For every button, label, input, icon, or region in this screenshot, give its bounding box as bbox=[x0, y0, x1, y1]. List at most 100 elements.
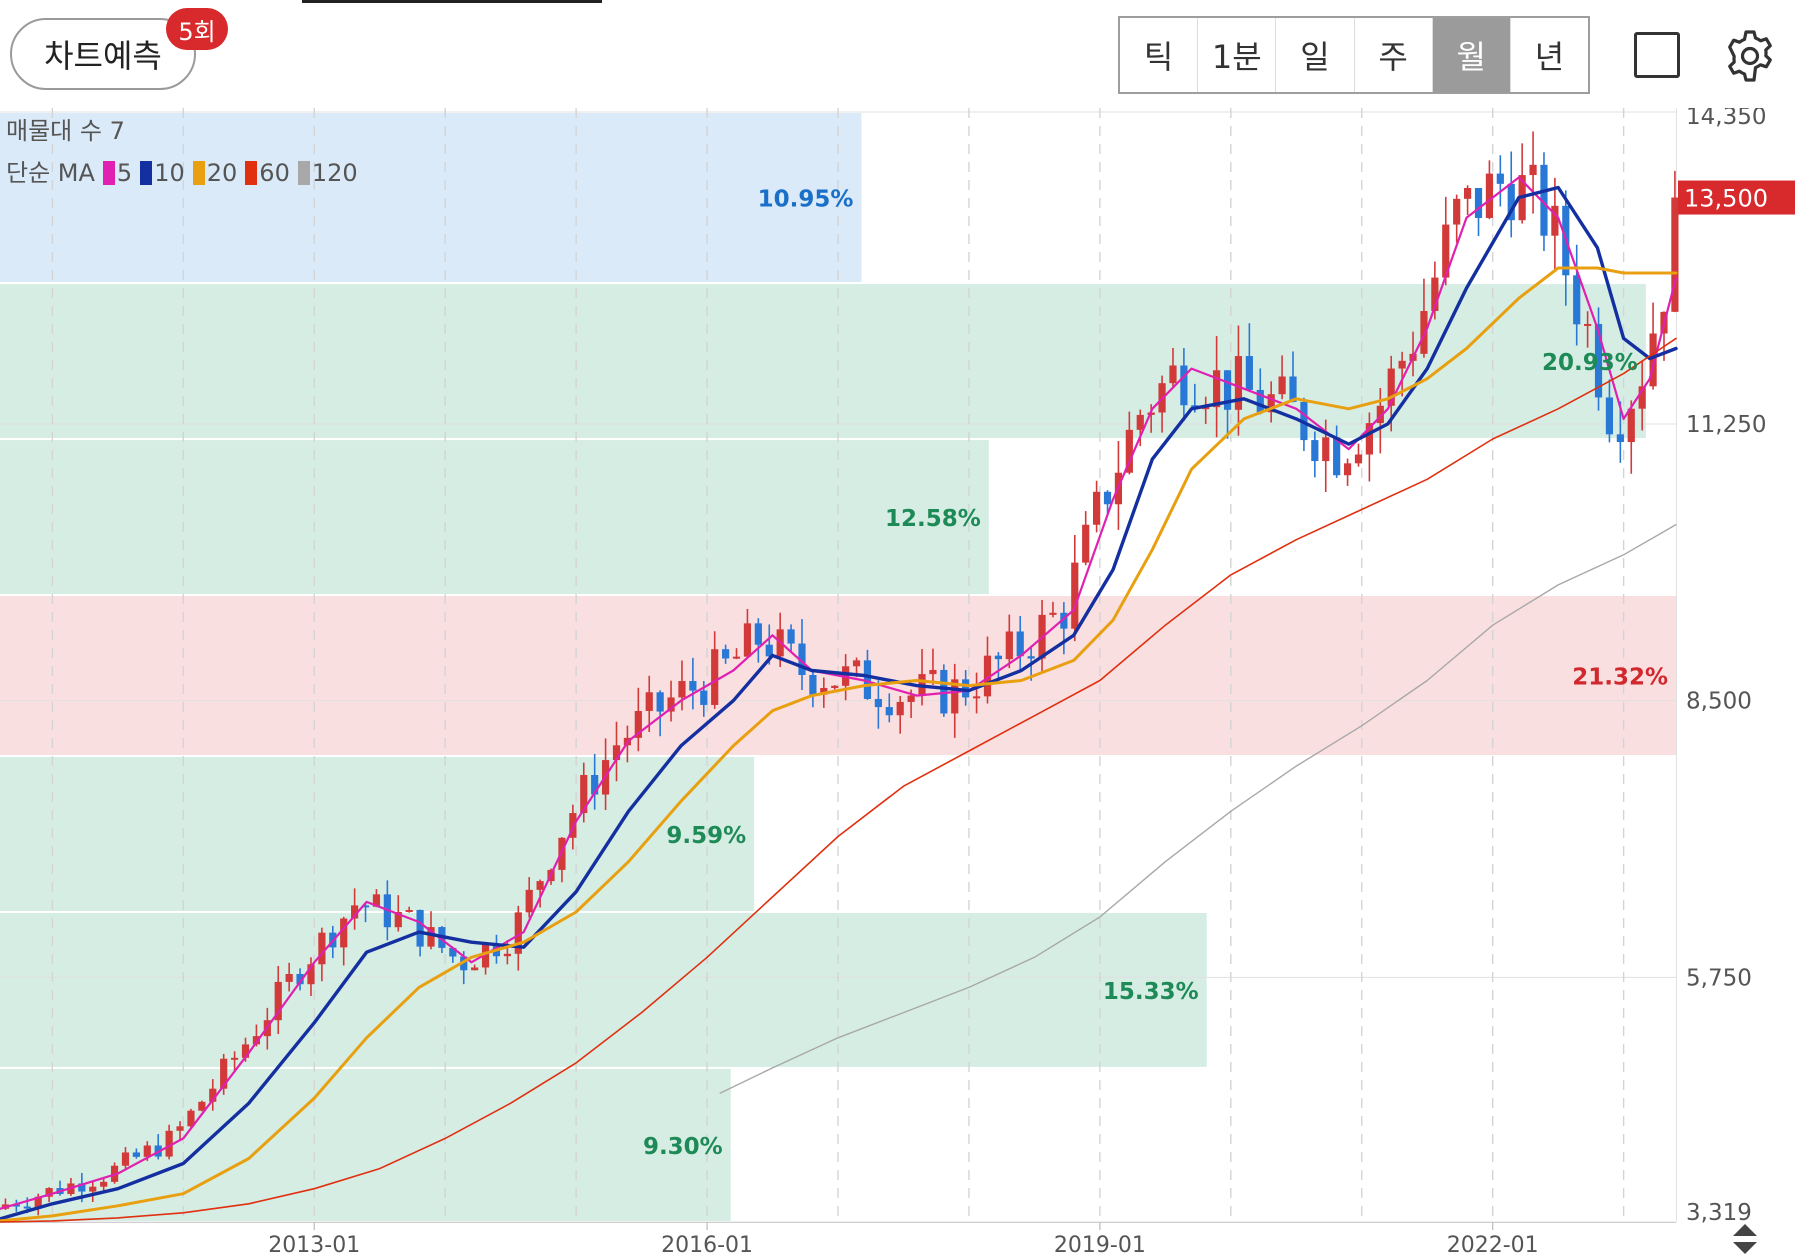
candle-107 bbox=[1169, 365, 1177, 384]
volume-band-1 bbox=[0, 912, 1207, 1067]
candle-76 bbox=[831, 685, 839, 688]
ma-120-swatch bbox=[297, 161, 310, 185]
candle-81 bbox=[885, 707, 893, 716]
y-tick-label-0: 14,350 bbox=[1686, 108, 1766, 130]
ma-120-line bbox=[719, 523, 1677, 1094]
candle-88 bbox=[962, 679, 970, 698]
candle-15 bbox=[165, 1130, 173, 1157]
fullscreen-square-icon[interactable] bbox=[1634, 32, 1680, 78]
candle-41 bbox=[449, 947, 457, 957]
candle-100 bbox=[1093, 491, 1101, 525]
candle-123 bbox=[1343, 463, 1352, 476]
candle-131 bbox=[1431, 277, 1439, 312]
candle-125 bbox=[1365, 423, 1373, 455]
candle-12 bbox=[132, 1152, 140, 1157]
candle-147 bbox=[1605, 397, 1614, 435]
y-tick-label-4: 3,319 bbox=[1686, 1200, 1752, 1226]
candle-78 bbox=[852, 660, 861, 667]
candle-1 bbox=[12, 1204, 20, 1207]
candle-49 bbox=[536, 881, 544, 890]
volume-band-label-5: 20.93% bbox=[1542, 350, 1638, 376]
candle-38 bbox=[416, 909, 424, 947]
candle-121 bbox=[1322, 437, 1330, 462]
current-price-tag bbox=[1678, 180, 1795, 215]
period-tab-1[interactable]: 1분 bbox=[1197, 18, 1276, 92]
candle-20 bbox=[220, 1058, 228, 1089]
chart-legend: 매물대 수 7 단순 MA 5 10 20 60 120 bbox=[6, 110, 358, 194]
candle-53 bbox=[580, 774, 588, 814]
volume-band-label-1: 15.33% bbox=[1103, 979, 1199, 1005]
candle-97 bbox=[1060, 612, 1068, 629]
ma-type-label: 단순 MA bbox=[6, 159, 95, 187]
settings-gear-icon[interactable] bbox=[1722, 28, 1778, 84]
candle-82 bbox=[896, 701, 904, 716]
candle-93 bbox=[1016, 631, 1024, 657]
ma-60-label: 60 bbox=[259, 159, 290, 187]
volume-band-label-0: 9.30% bbox=[643, 1134, 723, 1160]
candle-61 bbox=[667, 697, 675, 712]
candle-118 bbox=[1289, 376, 1297, 402]
candle-2 bbox=[23, 1206, 31, 1209]
volume-band-label-2: 9.59% bbox=[666, 823, 746, 849]
volume-band-label-6: 10.95% bbox=[758, 187, 854, 213]
candle-117 bbox=[1278, 376, 1286, 395]
candle-127 bbox=[1387, 368, 1395, 406]
candle-37 bbox=[405, 909, 413, 912]
scale-toggle-icon[interactable] bbox=[1730, 1222, 1760, 1256]
volume-band-5 bbox=[0, 284, 1646, 439]
candle-101 bbox=[1103, 491, 1112, 505]
candle-25 bbox=[274, 981, 282, 1021]
price-chart[interactable]: 9.30% 15.33% 9.59% 21.32% 12.58% 20.93% 10.95%… bbox=[0, 108, 1795, 1257]
candle-150 bbox=[1638, 386, 1646, 409]
y-tick-label-3: 5,750 bbox=[1686, 965, 1752, 991]
volume-band-label-3: 21.32% bbox=[1572, 665, 1668, 691]
chart-predict-button[interactable]: 차트예측 bbox=[10, 18, 196, 90]
candle-23 bbox=[252, 1036, 261, 1045]
candle-58 bbox=[634, 710, 642, 738]
candle-91 bbox=[994, 655, 1002, 660]
candle-103 bbox=[1125, 429, 1133, 473]
candle-96 bbox=[1049, 612, 1057, 615]
candle-134 bbox=[1463, 187, 1472, 199]
period-tab-3[interactable]: 주 bbox=[1353, 18, 1432, 92]
candle-111 bbox=[1213, 370, 1221, 408]
candle-59 bbox=[645, 692, 653, 711]
candle-130 bbox=[1420, 311, 1428, 354]
candle-54 bbox=[591, 774, 599, 795]
candle-99 bbox=[1082, 524, 1090, 563]
candle-52 bbox=[569, 813, 577, 838]
candle-27 bbox=[296, 973, 304, 985]
ma-5-swatch bbox=[102, 161, 115, 185]
period-tab-0[interactable]: 틱 bbox=[1120, 18, 1198, 92]
period-tab-2[interactable]: 일 bbox=[1275, 18, 1354, 92]
ma-60-line bbox=[0, 337, 1677, 1223]
ma-5-line bbox=[0, 176, 1678, 1210]
candle-18 bbox=[198, 1101, 206, 1111]
volume-band-label-4: 12.58% bbox=[885, 506, 981, 532]
candle-16 bbox=[176, 1126, 184, 1131]
candle-11 bbox=[121, 1152, 130, 1166]
candle-19 bbox=[209, 1088, 217, 1102]
candle-138 bbox=[1507, 183, 1515, 221]
period-tab-4[interactable]: 월 bbox=[1431, 18, 1510, 92]
candle-34 bbox=[372, 894, 381, 907]
candle-133 bbox=[1453, 198, 1461, 225]
candle-21 bbox=[230, 1057, 239, 1060]
candle-22 bbox=[241, 1044, 250, 1058]
candle-108 bbox=[1180, 365, 1188, 406]
top-toolbar: 차트예측 5회 틱 1분 일 주 월 년 bbox=[0, 0, 1795, 108]
predict-count-badge: 5회 bbox=[166, 8, 228, 50]
ma-120-label: 120 bbox=[311, 159, 358, 187]
x-tick-label-1: 2016-01 bbox=[661, 1233, 753, 1257]
candle-86 bbox=[940, 669, 948, 714]
candle-74 bbox=[809, 674, 817, 695]
candle-70 bbox=[765, 644, 773, 657]
period-tab-5[interactable]: 년 bbox=[1509, 18, 1589, 92]
candle-44 bbox=[481, 943, 490, 968]
candle-7 bbox=[78, 1183, 86, 1192]
volume-band-4 bbox=[0, 440, 989, 595]
candle-90 bbox=[983, 655, 992, 697]
candle-32 bbox=[351, 905, 359, 919]
candle-149 bbox=[1627, 408, 1635, 443]
candle-47 bbox=[514, 912, 522, 954]
